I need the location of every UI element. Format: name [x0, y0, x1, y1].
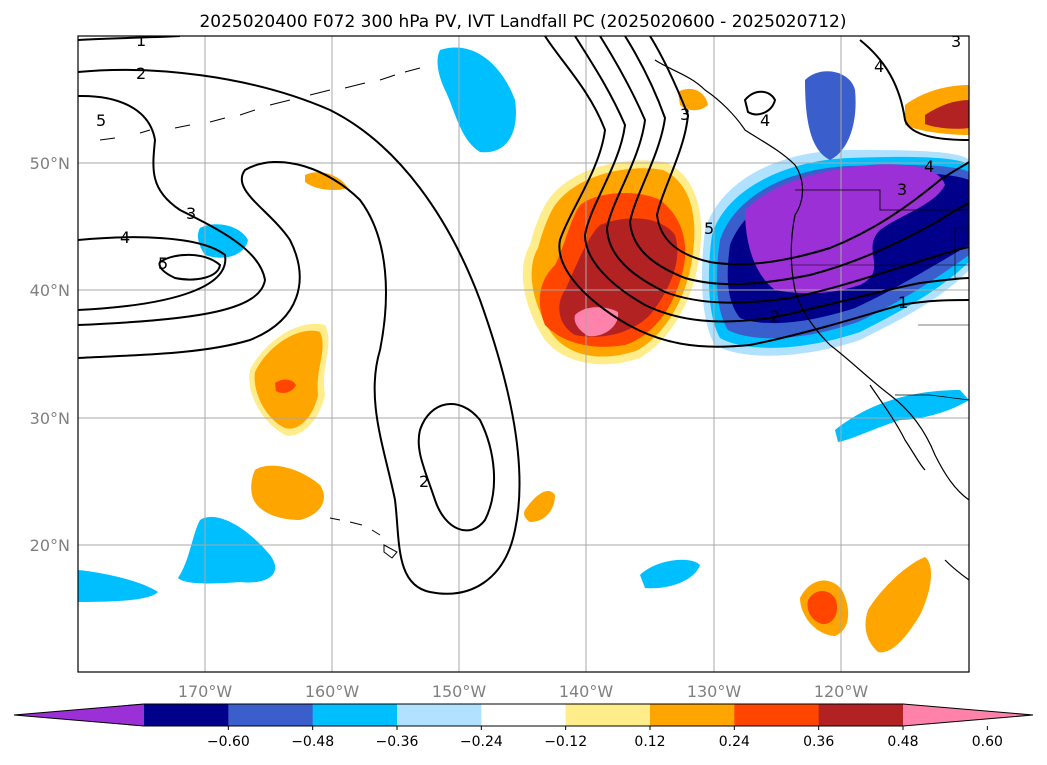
pos-region-north-1 [305, 172, 348, 190]
pos-region-alaska-small [678, 88, 708, 111]
colorbar-tick-label: −0.36 [376, 734, 419, 750]
coastline-hawaii [329, 517, 398, 559]
pos-region-se-2 [865, 557, 932, 653]
contour-ridge-5 [649, 36, 969, 266]
contour-label: 3 [897, 180, 907, 199]
contour-label: 3 [951, 32, 961, 51]
coastlines [99, 59, 969, 581]
colorbar-tick-label: −0.48 [291, 734, 334, 750]
neg-region-central-pacific-1 [197, 224, 248, 258]
colorbar-segment [481, 704, 567, 726]
contour-west-4 [78, 236, 227, 311]
lat-tick-label: 20°N [30, 536, 70, 555]
contour-label: 4 [924, 157, 934, 176]
colorbar-segment [818, 704, 904, 726]
colorbar-extend-high [903, 704, 1033, 726]
contour-label: 1 [898, 293, 908, 312]
colorbar-segment [650, 704, 735, 726]
pos-region-se-1-core [807, 591, 838, 625]
pv-contours [78, 36, 969, 595]
colorbar-tick-label: 0.48 [887, 734, 918, 750]
colorbar-segment [228, 704, 314, 726]
coastline-aleutians [99, 67, 421, 141]
contour-label: 3 [680, 105, 690, 124]
map-title: 2025020400 F072 300 hPa PV, IVT Landfall… [199, 12, 846, 32]
neg-region-alaska-gulf [437, 47, 516, 153]
lon-tick-label: 140°W [559, 682, 614, 701]
gridlines [78, 36, 969, 672]
contour-ridge-3 [599, 36, 969, 304]
contour-trough-2 [78, 68, 521, 595]
lat-tick-label: 30°N [30, 409, 70, 428]
contour-label: 4 [760, 111, 770, 130]
colorbar: −0.60 −0.48 −0.36 −0.24 −0.12 0.12 0.24 0.36 0.4… [13, 703, 1034, 750]
colorbar-tick-label: 0.60 [972, 734, 1003, 750]
contour-label: 5 [96, 111, 106, 130]
contour-west-3 [78, 94, 267, 326]
pos-region-ne-core [925, 100, 969, 129]
lon-tick-labels: 170°W 160°W 150°W 140°W 130°W 120°W [178, 682, 869, 701]
map-panel: 1 2 3 4 5 5 4 3 2 1 2 3 4 5 4 3 [78, 31, 969, 672]
colorbar-tick-label: −0.60 [207, 734, 250, 750]
neg-region-south-1 [640, 559, 700, 589]
contour-ne-4 [859, 39, 969, 141]
neg-region-baja [835, 390, 969, 442]
colorbar-segment [565, 704, 651, 726]
border-state-3 [954, 227, 969, 279]
colorbar-segment [144, 704, 229, 726]
colorbar-segment [312, 704, 398, 726]
neg-region-hawaii-west [178, 516, 276, 584]
lat-tick-labels: 50°N 40°N 30°N 20°N [30, 154, 70, 555]
colorbar-segment [397, 704, 482, 726]
contour-label: 2 [136, 64, 146, 83]
border-us-canada [795, 189, 969, 211]
contour-label: 1 [136, 31, 146, 50]
neg-region-canada [805, 71, 856, 160]
coastline-mexico-south [944, 559, 969, 581]
contour-label: 5 [158, 254, 168, 273]
positive-anomaly-regions [249, 85, 969, 653]
colorbar-outline [13, 703, 1034, 727]
pos-region-central-1-inner [254, 330, 323, 429]
colorbar-tick-label: −0.24 [460, 734, 503, 750]
lat-tick-label: 50°N [30, 154, 70, 173]
pos-region-main-core [574, 307, 619, 337]
colorbar-tick-label: 0.24 [719, 734, 750, 750]
lon-tick-label: 160°W [305, 682, 360, 701]
colorbar-tick-label: 0.36 [803, 734, 834, 750]
colorbar-extend-low [14, 704, 144, 726]
contour-label: 4 [120, 228, 130, 247]
colorbar-tick-label: 0.12 [634, 734, 665, 750]
contour-inner-2 [417, 403, 495, 532]
lat-tick-label: 40°N [30, 281, 70, 300]
lon-tick-label: 170°W [178, 682, 233, 701]
map-frame [77, 35, 970, 673]
lon-tick-label: 150°W [432, 682, 487, 701]
contour-label: 5 [704, 219, 714, 238]
contour-ridge-2 [574, 36, 969, 323]
colorbar-segment [734, 704, 820, 726]
pos-region-south-1 [524, 490, 555, 522]
contour-label: 2 [419, 472, 429, 491]
pos-region-central-1-core [275, 379, 296, 393]
contour-label: 4 [874, 57, 884, 76]
contour-labels: 1 2 3 4 5 5 4 3 2 1 2 3 4 5 4 3 [96, 31, 961, 491]
contour-ridge-1 [544, 36, 969, 348]
neg-region-west-edge [78, 570, 158, 602]
contour-ridge-4 [624, 36, 969, 286]
neg-region-west-coast-core [745, 164, 945, 294]
pos-region-central-2 [251, 465, 324, 520]
contour-west-5 [158, 253, 222, 281]
coastline-baja [869, 384, 926, 471]
contour-alaska-loop [743, 90, 777, 116]
lon-tick-label: 120°W [814, 682, 869, 701]
colorbar-tick-label: −0.12 [544, 734, 587, 750]
border-us-mexico [895, 394, 969, 401]
contour-label: 2 [770, 307, 780, 326]
lon-tick-label: 130°W [687, 682, 742, 701]
contour-label: 3 [186, 204, 196, 223]
